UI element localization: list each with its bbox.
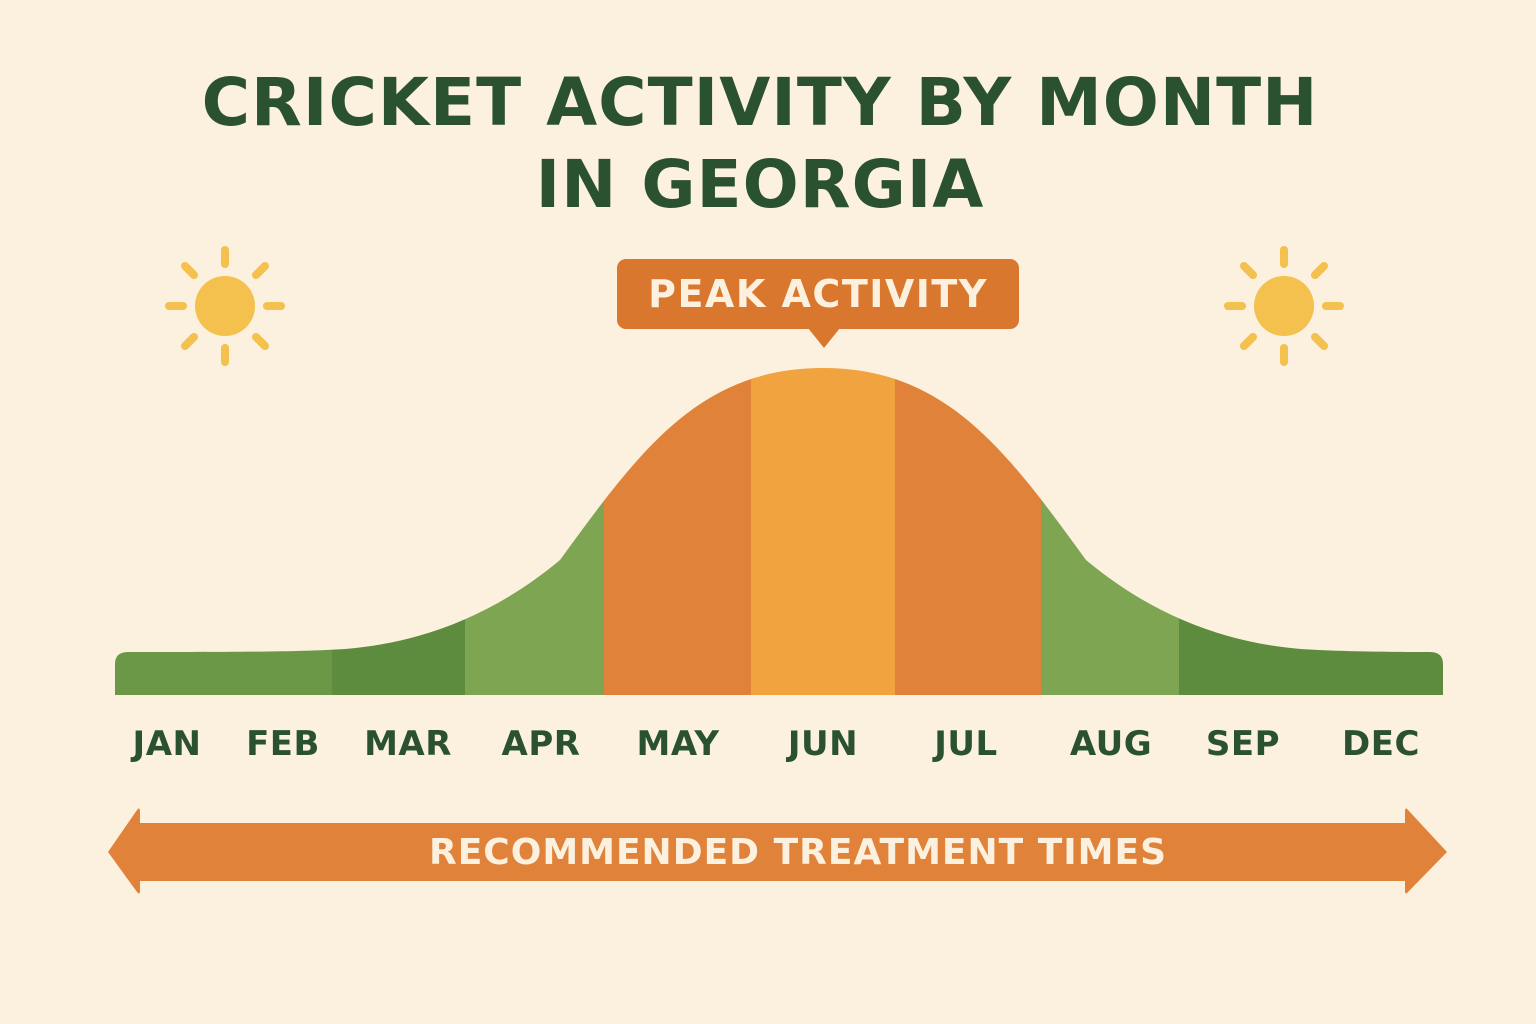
month-label-mar: MAR — [364, 724, 452, 764]
month-label-aug: AUG — [1069, 724, 1153, 764]
peak-activity-callout: PEAK ACTIVITY — [617, 259, 1019, 329]
month-label-dec: DEC — [1342, 724, 1420, 764]
month-label-feb: FEB — [246, 724, 320, 764]
month-label-sep: SEP — [1205, 724, 1281, 764]
month-label-apr: APR — [501, 724, 581, 764]
title-line-2: IN GEORGIA — [535, 146, 985, 223]
treatment-times-label: RECOMMENDED TREATMENT TIMES — [428, 832, 1168, 873]
month-label-may: MAY — [636, 724, 720, 764]
title-line-1: CRICKET ACTIVITY BY MONTH — [201, 64, 1319, 141]
month-label-jan: JAN — [132, 724, 202, 764]
sun-icon — [165, 246, 285, 366]
month-label-jul: JUL — [934, 724, 998, 764]
sun-icon — [1224, 246, 1344, 366]
month-label-jun: JUN — [787, 724, 859, 764]
callout-pointer — [808, 328, 840, 348]
segment-jun — [751, 368, 895, 695]
chart-title: CRICKET ACTIVITY BY MONTH IN GEORGIA — [0, 62, 1520, 226]
